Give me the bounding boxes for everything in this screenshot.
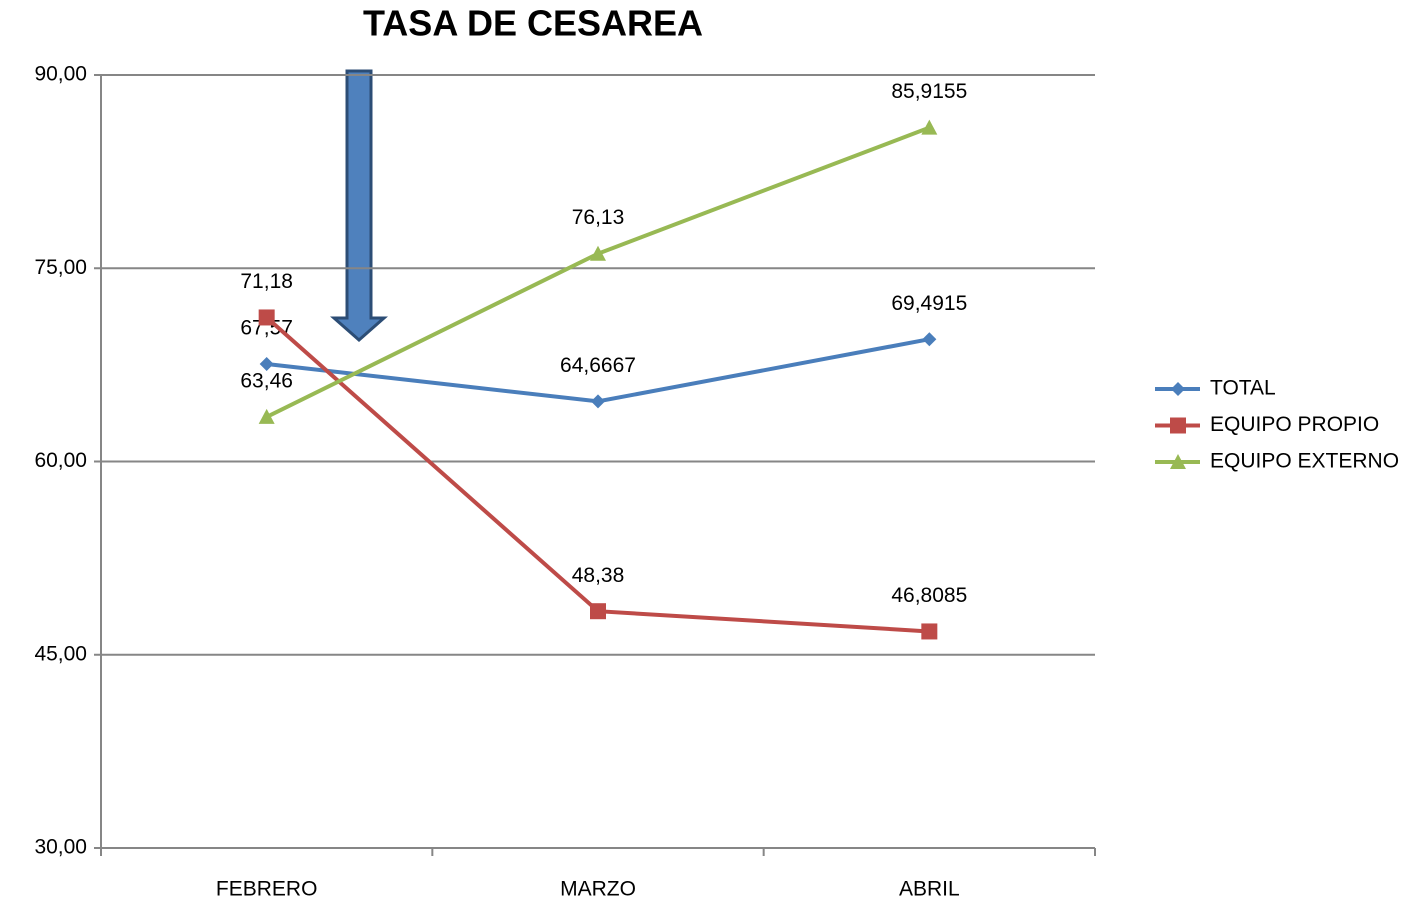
y-tick-label: 60,00 [34,449,87,472]
data-label: 76,13 [572,206,625,229]
legend-marker [1170,454,1186,469]
legend-label: EQUIPO EXTERNO [1210,450,1399,473]
data-point [922,332,937,347]
y-tick-label: 90,00 [34,63,87,86]
data-label: 69,4915 [891,292,967,315]
data-label: 46,8085 [891,584,967,607]
data-label: 48,38 [572,564,625,587]
data-point [259,356,274,371]
x-tick-label: MARZO [560,878,636,901]
x-tick-label: ABRIL [899,878,960,901]
legend-label: EQUIPO PROPIO [1210,413,1379,436]
data-point [258,408,275,424]
y-tick-label: 30,00 [34,836,87,859]
data-point [591,394,605,409]
data-label: 64,6667 [560,354,636,377]
data-point [590,603,606,620]
data-point [921,623,938,640]
data-point [590,245,606,261]
arrow [330,69,388,342]
data-label: 67,57 [240,317,293,340]
data-label: 71,18 [240,270,293,293]
legend-marker [1170,417,1186,434]
x-tick-label: FEBRERO [216,878,318,901]
data-label: 63,46 [240,369,293,392]
data-label: 85,9155 [891,80,967,103]
y-tick-label: 45,00 [34,642,87,665]
data-point [258,309,275,326]
legend-label: TOTAL [1210,377,1276,400]
legend-marker [1171,382,1185,396]
y-tick-label: 75,00 [34,256,87,279]
data-point [921,119,938,135]
chart-title: TASA DE CESAREA [363,3,703,44]
